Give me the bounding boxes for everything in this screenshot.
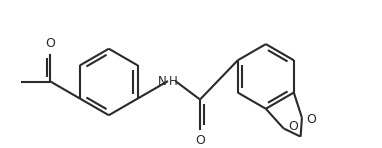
Text: O: O	[288, 120, 298, 133]
Text: H: H	[169, 75, 178, 88]
Text: O: O	[45, 37, 55, 50]
Text: O: O	[195, 134, 205, 147]
Text: O: O	[306, 113, 316, 126]
Text: N: N	[158, 75, 167, 88]
